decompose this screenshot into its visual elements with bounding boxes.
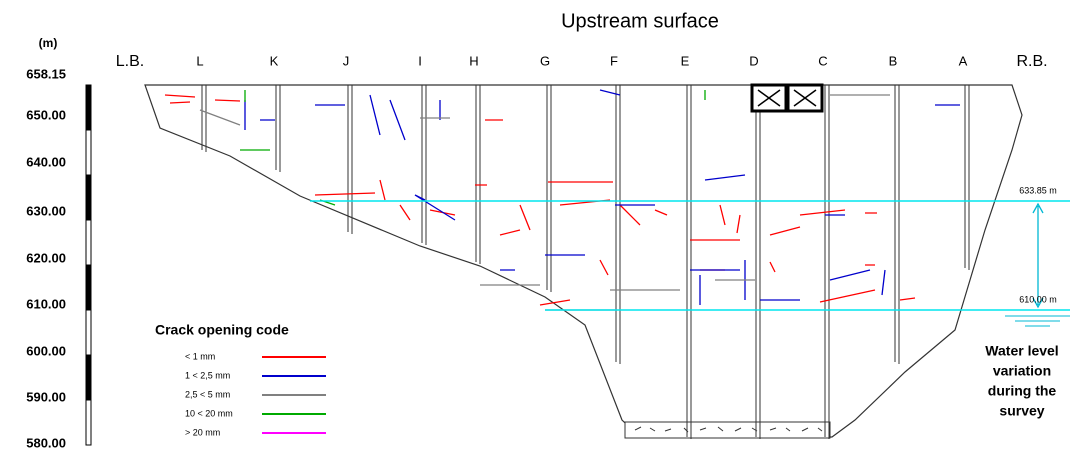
column-label: K — [270, 53, 279, 68]
column-label: I — [418, 53, 422, 68]
title: Upstream surface — [561, 10, 719, 32]
range-arrow — [1033, 204, 1043, 307]
column-label: E — [681, 53, 690, 68]
elevation-label: 580.00 — [26, 435, 66, 450]
scale-segment — [86, 265, 91, 310]
scale-segment — [86, 220, 91, 265]
column-label: A — [959, 53, 968, 68]
column-label: F — [610, 53, 618, 68]
elevation-label: 590.00 — [26, 389, 66, 404]
scale-segment — [86, 175, 91, 220]
elevation-label: 610.00 — [26, 296, 66, 311]
column-label: L — [196, 53, 203, 68]
column-label: L.B. — [116, 53, 144, 70]
column-label: R.B. — [1016, 53, 1047, 70]
column-label: H — [469, 53, 478, 68]
elevation-label: 640.00 — [26, 154, 66, 169]
legend-label: 2,5 < 5 mm — [185, 389, 230, 399]
legend-label: 1 < 2,5 mm — [185, 370, 230, 380]
column-label: J — [343, 53, 350, 68]
scale-segment — [86, 400, 91, 445]
elevation-label: 630.00 — [26, 203, 66, 218]
elevation-label: 600.00 — [26, 343, 66, 358]
elevation-label: 650.00 — [26, 107, 66, 122]
joints — [202, 85, 969, 439]
elevation-label: 658.15 — [26, 66, 66, 81]
foundation — [625, 422, 830, 438]
scale-segment — [86, 130, 91, 175]
water-symbol — [1005, 316, 1070, 326]
cracks — [165, 90, 960, 310]
column-label: C — [818, 53, 827, 68]
scale-segment — [86, 355, 91, 400]
legend-label: 10 < 20 mm — [185, 408, 233, 418]
column-label: D — [749, 53, 758, 68]
column-label: G — [540, 53, 550, 68]
column-label: B — [889, 53, 898, 68]
legend-title: Crack opening code — [155, 322, 289, 338]
note: Water level variation during the survey — [985, 343, 1058, 419]
legend-label: < 1 mm — [185, 351, 215, 361]
water-level-label: 610.00 m — [1019, 294, 1057, 304]
dam-outline — [145, 85, 1022, 437]
unit: (m) — [39, 36, 58, 50]
scale-segment — [86, 85, 91, 130]
elevation-label: 620.00 — [26, 250, 66, 265]
note-line: during the — [988, 383, 1057, 399]
legend-label: > 20 mm — [185, 427, 220, 437]
scale-segment — [86, 310, 91, 355]
scale-bar — [86, 85, 91, 445]
note-line: Water level — [985, 343, 1058, 359]
legend: < 1 mm 1 < 2,5 mm 2,5 < 5 mm 10 < 20 mm > 20… — [185, 351, 326, 437]
dam-diagram: Upstream surface (m) 633.85 m 610.00 m C… — [0, 0, 1077, 452]
note-line: survey — [999, 403, 1044, 419]
water-level-label: 633.85 m — [1019, 185, 1057, 195]
note-line: variation — [993, 363, 1051, 379]
